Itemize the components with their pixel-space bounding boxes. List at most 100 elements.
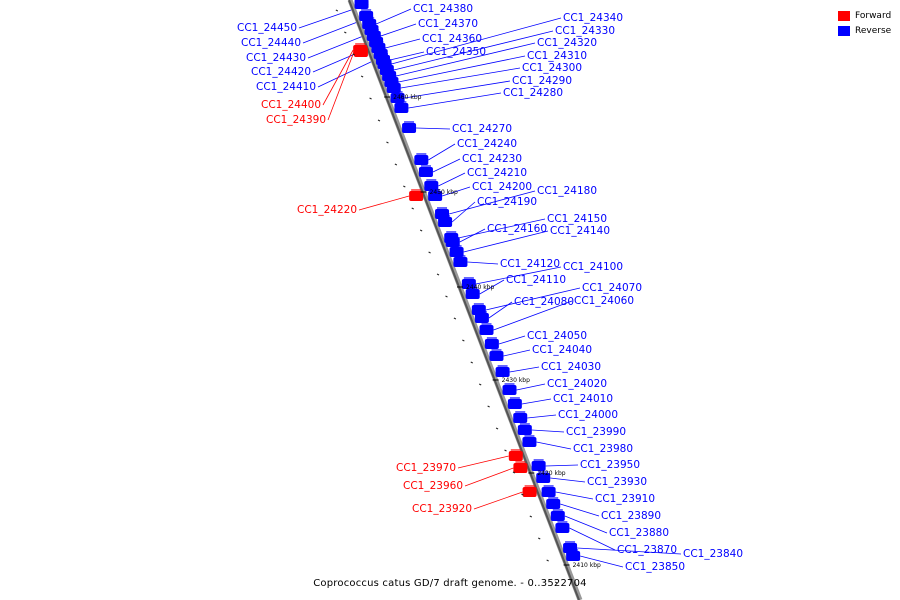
gene-feature-edge: [510, 449, 521, 451]
scale-ticks: 2460 kbp 2450 kbp 2440 kbp 2430 kbp 2420 kbp…: [335, 9, 601, 584]
leader-line: [457, 455, 509, 469]
leader-lines: [298, 3, 682, 568]
tick-dash: [335, 9, 339, 12]
gene-label-CC1_24210: CC1_24210: [467, 167, 527, 179]
leader-line: [400, 67, 521, 89]
tick-dash: [403, 185, 406, 188]
gene-feature-edge: [565, 541, 576, 543]
gene-feature-edge: [373, 41, 384, 43]
gene-feature-edge: [524, 485, 535, 487]
gene-feature-edge: [392, 91, 403, 93]
forward-swatch: [838, 10, 850, 21]
scale-label: 2460 kbp: [393, 94, 421, 101]
gene-feature-edge: [491, 349, 502, 351]
gene-feature-edge: [473, 303, 484, 305]
gene-feature-edge: [411, 189, 422, 191]
tick-dash: [352, 53, 355, 56]
gene-feature-edge: [481, 323, 492, 325]
gene-feature-edge: [361, 9, 372, 11]
leader-line: [527, 414, 557, 419]
leader-line: [451, 201, 476, 223]
gene-feature-CC1_23920: [522, 487, 537, 497]
gene-feature-CC1_24200: [428, 191, 443, 201]
leader-line: [503, 349, 531, 357]
gene-label-CC1_23960: CC1_23960: [403, 480, 463, 492]
gene-feature-edge: [543, 485, 554, 487]
gene-feature-CC1_24000: [513, 413, 528, 423]
tick-dash: [411, 207, 414, 210]
gene-feature-CC1_23950: [531, 461, 546, 471]
gene-feature-CC1_24300: [386, 83, 401, 93]
gene-feature-edge: [437, 207, 448, 209]
gene-feature-edge: [548, 497, 559, 499]
gene-feature-CC1_24210: [424, 181, 439, 191]
gene-label-CC1_24280: CC1_24280: [503, 87, 563, 99]
leader-line: [509, 366, 540, 373]
gene-label-CC1_24230: CC1_24230: [462, 153, 522, 165]
leader-line: [467, 261, 499, 265]
leader-line: [560, 503, 600, 517]
gene-label-CC1_23890: CC1_23890: [601, 510, 661, 522]
gene-feature-edge: [538, 471, 549, 473]
gene-feature-CC1_24270: [402, 123, 417, 133]
leader-line: [536, 441, 572, 450]
tick-dash: [344, 31, 347, 34]
gene-feature-edge: [396, 101, 407, 103]
gene-feature-CC1_23850: [566, 551, 581, 561]
gene-label-CC1_24120: CC1_24120: [500, 258, 560, 270]
gene-feature-CC1_24120: [453, 257, 468, 267]
gene-feature-edge: [533, 459, 544, 461]
gene-feature-CC1_24230: [418, 167, 433, 177]
leader-line: [580, 555, 624, 568]
leader-line: [380, 23, 417, 37]
leader-line: [442, 186, 471, 197]
gene-feature-CC1_24060: [479, 325, 494, 335]
gene-feature-CC1_24220: [409, 191, 424, 201]
gene-feature-CC1_24190: [438, 217, 453, 227]
leader-line: [408, 92, 502, 109]
gene-label-CC1_24440: CC1_24440: [241, 37, 301, 49]
leader-line: [428, 143, 456, 161]
gene-label-CC1_24360: CC1_24360: [422, 33, 482, 45]
leader-line: [498, 335, 526, 345]
leader-line: [564, 515, 608, 534]
gene-feature-edge: [446, 231, 457, 233]
gene-feature-CC1_24370: [366, 31, 381, 41]
gene-label-CC1_24080: CC1_24080: [514, 296, 574, 308]
tick-dash: [538, 537, 541, 540]
leader-line: [459, 228, 486, 243]
gene-feature-edge: [524, 435, 535, 437]
leader-line: [521, 398, 552, 405]
leader-line: [464, 467, 514, 487]
leader-line: [531, 429, 565, 433]
gene-feature-edge: [386, 75, 397, 77]
leader-line: [416, 127, 451, 130]
leader-line: [475, 266, 562, 285]
gene-feature-CC1_24240: [414, 155, 429, 165]
gene-label-CC1_23930: CC1_23930: [587, 476, 647, 488]
gene-label-CC1_24420: CC1_24420: [251, 66, 311, 78]
leader-line: [404, 80, 511, 99]
gene-feature-CC1_24050: [484, 339, 499, 349]
gene-label-CC1_24110: CC1_24110: [506, 274, 566, 286]
legend-forward: Forward: [838, 8, 891, 23]
gene-feature-CC1_24380: [362, 19, 377, 29]
gene-feature-CC1_24080: [474, 313, 489, 323]
gene-feature-edge: [568, 549, 579, 551]
gene-feature-edge: [430, 189, 441, 191]
gene-feature-edge: [355, 43, 366, 45]
gene-label-CC1_24070: CC1_24070: [582, 282, 642, 294]
gene-label-CC1_24370: CC1_24370: [418, 18, 478, 30]
gene-label-CC1_24100: CC1_24100: [563, 261, 623, 273]
gene-features: [353, 0, 581, 561]
tick-dash: [529, 515, 533, 518]
gene-label-CC1_24290: CC1_24290: [512, 75, 572, 87]
gene-label-CC1_24200: CC1_24200: [472, 181, 532, 193]
leader-line: [432, 158, 461, 173]
gene-label-CC1_23840: CC1_23840: [683, 548, 743, 560]
scale-label: 2410 kbp: [573, 562, 601, 569]
scale-label: 2450 kbp: [430, 189, 458, 196]
reverse-swatch: [838, 25, 850, 36]
gene-feature-CC1_24390: [353, 47, 368, 57]
